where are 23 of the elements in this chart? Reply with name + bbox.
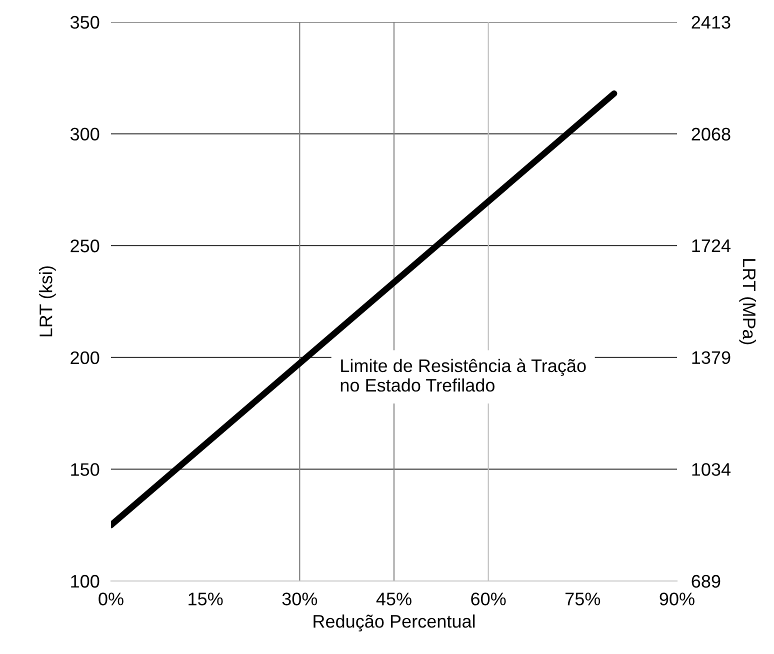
y-tick-label: 250 <box>70 240 100 252</box>
y2-tick-label: 1379 <box>692 351 730 364</box>
y2-tick-label: 2068 <box>692 128 730 141</box>
annotation: Limite de Resistência à Tração no Estado Trefilado <box>340 358 586 392</box>
y2-tick-label: 2413 <box>692 16 730 29</box>
x-axis-title: Redução Percentual <box>314 614 475 632</box>
x-tick-label: 60% <box>471 592 506 606</box>
y-tick-label: 100 <box>71 574 100 588</box>
x-tick-label: 30% <box>282 592 318 606</box>
y2-tick-label: 1034 <box>692 463 731 476</box>
y-tick-label: 300 <box>70 128 100 141</box>
y-tick-label: 350 <box>70 16 100 29</box>
y-axis-title: LRT (ksi) <box>39 266 56 336</box>
y2-axis-title: LRT (MPa) <box>739 259 756 344</box>
x-tick-label: 0% <box>98 592 124 606</box>
y2-tick-label: 1724 <box>692 239 731 252</box>
x-tick-label: 45% <box>376 592 412 606</box>
x-tick-label: 15% <box>188 592 223 606</box>
x-tick-label: 90% <box>660 592 694 606</box>
y-tick-label: 200 <box>70 351 100 364</box>
x-tick-label: 75% <box>566 592 600 606</box>
y-tick-label: 150 <box>71 463 100 476</box>
y2-tick-label: 689 <box>692 574 720 588</box>
